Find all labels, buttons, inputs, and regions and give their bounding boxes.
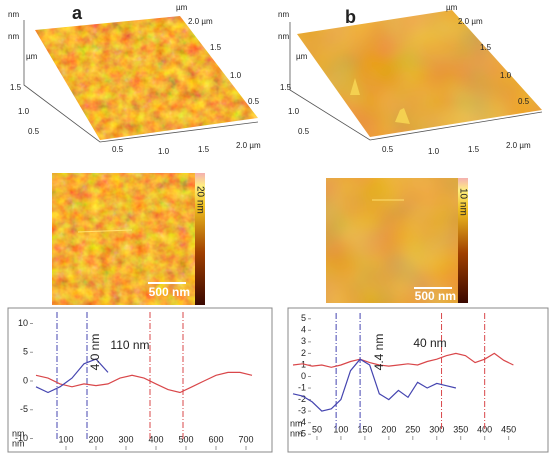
x-tick-label: 400 [477, 424, 492, 434]
surface-axis-label: µm [26, 52, 38, 61]
surface-axis-label: 1.5 [280, 83, 292, 92]
x-tick-label: 350 [453, 424, 468, 434]
y-tick-label: 5 [23, 347, 28, 357]
y-tick-label: 5 [301, 313, 306, 323]
y-tick-label: 3 [301, 336, 306, 346]
x-axis-label: nm [12, 438, 25, 448]
surface-axis-label: 0.5 [28, 127, 40, 136]
profile-frame-a [7, 307, 273, 453]
y-tick-label: -3 [298, 406, 306, 416]
surface-axis-label: 1.0 [158, 147, 170, 156]
x-axis-label: nm [290, 428, 303, 438]
surface-axis-label: 0.5 [112, 145, 124, 154]
x-tick-label: 700 [238, 434, 253, 444]
surface-axis-label: nm [278, 32, 289, 41]
panel-label: a [72, 3, 83, 23]
y-tick-label: 10 [18, 318, 28, 328]
afm-image-b [326, 178, 458, 303]
annotation: 4.0 nm [88, 334, 102, 371]
profile-line [77, 229, 133, 233]
x-tick-label: 150 [357, 424, 372, 434]
surface-axis-label: 1.0 [288, 107, 300, 116]
y-tick-label: 0 [23, 375, 28, 385]
y-tick-label: -5 [298, 429, 306, 439]
x-tick-label: 200 [88, 434, 103, 444]
y-tick-label: -10 [15, 433, 28, 443]
surface-axis-label: µm [176, 3, 188, 12]
colorbar-b [458, 178, 468, 303]
y-tick-label: -5 [20, 404, 28, 414]
panel-label: b [345, 7, 356, 27]
y-tick-label: -1 [298, 382, 306, 392]
colorbar-label: 10 nm [457, 188, 468, 216]
y-tick-label: -2 [298, 394, 306, 404]
surface-axis-label: 2.0 µm [458, 17, 483, 26]
scale-bar-label: 500 nm [149, 285, 190, 299]
colorbar-a [195, 173, 205, 305]
x-tick-label: 300 [118, 434, 133, 444]
y-axis-label: nm [12, 428, 25, 438]
x-tick-label: 500 [178, 434, 193, 444]
surface-axis-label: 1.5 [480, 43, 492, 52]
surface-axis-label: 2.0 µm [188, 17, 213, 26]
surface-axis-label: 1.5 [198, 145, 210, 154]
series-line [292, 358, 457, 412]
surface-axis-label: nm [8, 10, 19, 19]
x-tick-label: 400 [148, 434, 163, 444]
surface-axis-label: 0.5 [248, 97, 260, 106]
series-line [35, 371, 253, 394]
x-tick-label: 200 [381, 424, 396, 434]
surface-axis-label: 1.5 [10, 83, 22, 92]
x-tick-label: 450 [501, 424, 516, 434]
annotation: 110 nm [110, 338, 149, 352]
y-axis-label: nm [290, 418, 303, 428]
annotation: 4.4 nm [372, 334, 386, 371]
series-line [35, 358, 109, 394]
profile-frame-b [287, 307, 549, 453]
colorbar-label: 20 nm [194, 186, 205, 214]
surface-axis-label: 1.0 [230, 71, 242, 80]
surface-axis-label: 1.0 [500, 71, 512, 80]
x-tick-label: 250 [405, 424, 420, 434]
surface-axis-label: 1.0 [428, 147, 440, 156]
y-tick-label: 4 [301, 325, 306, 335]
x-tick-label: 100 [58, 434, 73, 444]
x-tick-label: 100 [333, 424, 348, 434]
scale-bar-label: 500 nm [415, 289, 456, 303]
surface-axis-label: 2.0 µm [506, 141, 531, 150]
surface-axis-label: 0.5 [382, 145, 394, 154]
surface-axis-label: nm [8, 32, 19, 41]
surface-axis-label: 0.5 [298, 127, 310, 136]
surface-axis-label: 2.0 µm [236, 141, 261, 150]
surface-axis-label: µm [446, 3, 458, 12]
surface-axes [23, 20, 543, 143]
annotation: 40 nm [413, 336, 446, 350]
y-tick-label: 2 [301, 348, 306, 358]
x-tick-label: 600 [208, 434, 223, 444]
x-tick-label: 300 [429, 424, 444, 434]
surface-axis-label: 1.5 [210, 43, 222, 52]
surface-axis-label: 0.5 [518, 97, 530, 106]
surface-axis-label: 1.5 [468, 145, 480, 154]
surface-axis-label: µm [296, 52, 308, 61]
y-tick-label: -4 [298, 417, 306, 427]
series-line [292, 352, 514, 368]
x-tick-label: 50 [312, 424, 322, 434]
surface-axis-label: 1.0 [18, 107, 30, 116]
surface-axis-label: nm [278, 10, 289, 19]
y-tick-label: 0 [301, 371, 306, 381]
